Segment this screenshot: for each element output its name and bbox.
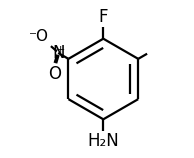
Text: N: N <box>52 44 64 62</box>
Text: +: + <box>56 45 65 55</box>
Text: ⁻O: ⁻O <box>29 29 49 44</box>
Text: methyl: methyl <box>148 52 153 53</box>
Text: F: F <box>99 8 108 26</box>
Text: H₂N: H₂N <box>87 132 119 150</box>
Text: O: O <box>49 65 62 83</box>
